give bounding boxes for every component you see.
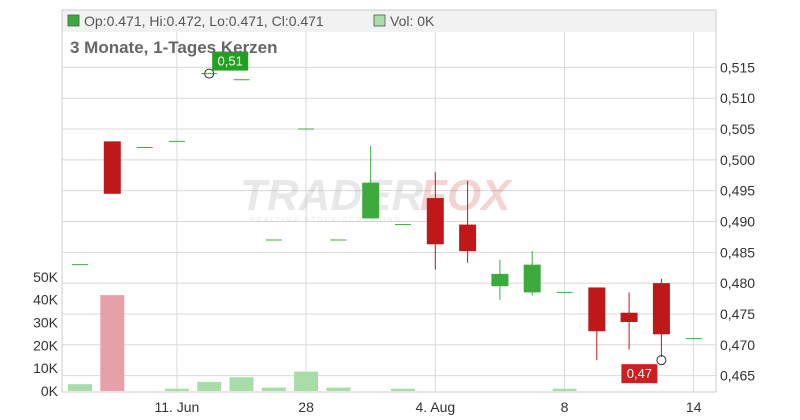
grid bbox=[62, 32, 716, 392]
candle-body bbox=[459, 224, 477, 252]
watermark-brand-trader: TRADER bbox=[240, 171, 424, 220]
annotation-marker bbox=[656, 355, 667, 366]
chart-frame bbox=[61, 9, 717, 393]
volume-axis: 50K 40K 30K 20K 10K 0K bbox=[33, 269, 59, 399]
volume-bar bbox=[326, 387, 351, 391]
price-tick-label: 0,505 bbox=[720, 121, 755, 137]
candle-body bbox=[491, 273, 509, 287]
volume-bar bbox=[391, 388, 415, 391]
candle-body bbox=[103, 141, 121, 194]
x-tick-label: 8 bbox=[561, 399, 569, 415]
annotation-label: 0,51 bbox=[218, 54, 243, 69]
candles bbox=[72, 73, 702, 361]
price-tick-label: 0,490 bbox=[720, 214, 755, 230]
x-tick-label: 28 bbox=[298, 399, 314, 415]
volume-bar bbox=[100, 295, 125, 391]
volume-tick-label: 30K bbox=[33, 315, 59, 331]
candle-body bbox=[426, 198, 444, 245]
annotation-label-box bbox=[621, 364, 658, 384]
price-tick-label: 0,485 bbox=[720, 244, 755, 260]
volume-bar bbox=[261, 387, 286, 391]
volume-bars bbox=[68, 295, 577, 391]
legend-volume-swatch bbox=[373, 14, 386, 27]
price-tick-label: 0,500 bbox=[720, 152, 755, 168]
volume-bar bbox=[294, 371, 319, 391]
annotations: 0,51 0,47 bbox=[204, 51, 667, 384]
legend-ohlc-text: Op:0.471, Hi:0.472, Lo:0.471, Cl:0.471 bbox=[84, 13, 324, 29]
x-tick-label: 11. Jun bbox=[154, 399, 199, 415]
volume-bar bbox=[197, 381, 222, 391]
volume-bar bbox=[552, 388, 577, 391]
candle-body bbox=[620, 312, 638, 322]
candle-body bbox=[588, 287, 606, 332]
volume-bar bbox=[68, 384, 92, 391]
volume-bar bbox=[229, 377, 254, 391]
price-tick-label: 0,495 bbox=[720, 183, 755, 199]
price-tick-label: 0,475 bbox=[720, 306, 755, 322]
legend-bar bbox=[62, 10, 716, 32]
legend-ohlc-swatch bbox=[67, 14, 80, 27]
price-tick-label: 0,515 bbox=[720, 59, 755, 75]
x-axis: 11. Jun 28 4. Aug 8 14 bbox=[154, 399, 701, 415]
legend: Op:0.471, Hi:0.472, Lo:0.471, Cl:0.471 V… bbox=[67, 13, 435, 29]
legend-volume-text: Vol: 0K bbox=[390, 13, 435, 29]
price-axis: 0,515 0,510 0,505 0,500 0,495 0,490 0,485 0,480… bbox=[720, 59, 755, 383]
volume-bar bbox=[164, 388, 189, 391]
candle-body bbox=[523, 264, 541, 293]
candle-body bbox=[362, 182, 380, 219]
price-tick-label: 0,470 bbox=[720, 337, 755, 353]
annotation-marker bbox=[204, 68, 215, 79]
price-tick-label: 0,465 bbox=[720, 368, 755, 384]
volume-tick-label: 0K bbox=[41, 383, 59, 399]
annotation-label-box bbox=[212, 51, 249, 71]
price-tick-label: 0,510 bbox=[720, 90, 755, 106]
price-tick-label: 0,480 bbox=[720, 275, 755, 291]
volume-tick-label: 40K bbox=[33, 292, 59, 308]
candle-body bbox=[652, 283, 670, 335]
chart-title: 3 Monate, 1-Tages Kerzen bbox=[70, 38, 278, 57]
volume-tick-label: 50K bbox=[33, 269, 59, 285]
x-tick-label: 4. Aug bbox=[415, 399, 455, 415]
volume-tick-label: 10K bbox=[33, 360, 59, 376]
annotation-label: 0,47 bbox=[627, 366, 652, 381]
x-tick-label: 14 bbox=[686, 399, 702, 415]
watermark-tagline: REALTIME STOCK SCREENING bbox=[250, 217, 402, 224]
volume-tick-label: 20K bbox=[33, 337, 59, 353]
